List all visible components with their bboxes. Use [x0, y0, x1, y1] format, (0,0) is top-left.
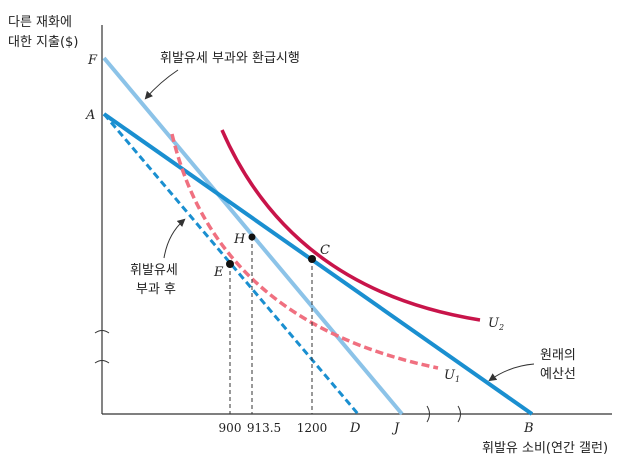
point-e-dot — [226, 260, 234, 268]
label-a: A — [85, 108, 95, 123]
arrow-rebate-line — [144, 69, 179, 100]
y-axis-label-line1: 다른 재화에 — [8, 15, 72, 30]
axes — [94, 25, 612, 423]
label-h: H — [233, 232, 246, 247]
indifference-curve-u2 — [220, 129, 481, 322]
annotation-tax-line-1: 휘발유세 — [130, 263, 178, 278]
label-u2: U2 — [488, 316, 504, 332]
point-h-dot — [248, 233, 256, 241]
y-axis-break-top — [94, 330, 110, 334]
x-axis-break-right — [457, 405, 461, 423]
arrow-original-line — [488, 363, 535, 382]
label-c: C — [320, 243, 330, 258]
label-d: D — [349, 421, 361, 436]
tick-900: 900 — [219, 421, 242, 435]
y-axis-break-bottom — [94, 360, 110, 364]
label-j: J — [391, 421, 400, 436]
label-u1: U1 — [444, 368, 460, 384]
y-axis-label-line2: 대한 지출($) — [8, 35, 78, 50]
label-b: B — [523, 421, 534, 436]
arrow-tax-line — [163, 218, 186, 259]
annotation-original-line-1: 원래의 — [540, 348, 576, 363]
indifference-curve-u1 — [170, 133, 439, 370]
x-axis-break-left — [426, 405, 430, 423]
annotation-rebate-line: 휘발유세 부과와 환급시행 — [160, 50, 300, 66]
point-c-dot — [308, 255, 316, 263]
annotation-original-line-2: 예산선 — [540, 367, 576, 382]
original-budget-line — [102, 112, 534, 416]
x-axis-label: 휘발유 소비(연간 갤런) — [482, 441, 608, 456]
label-e: E — [213, 265, 224, 280]
label-f: F — [87, 53, 98, 68]
tick-913-5: 913.5 — [247, 421, 281, 435]
annotation-tax-line-2: 부과 후 — [136, 282, 176, 297]
tick-1200: 1200 — [297, 421, 328, 435]
